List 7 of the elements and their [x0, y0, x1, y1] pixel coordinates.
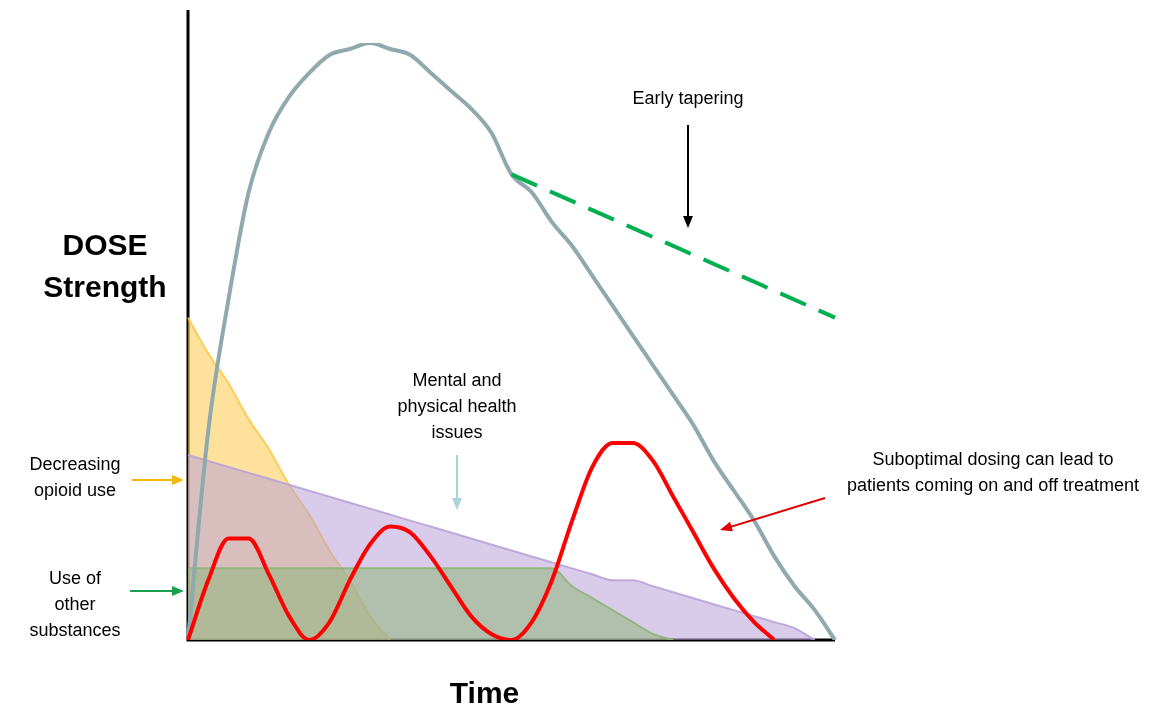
annotation: Early tapering [632, 87, 744, 108]
text: Suboptimal dosing can lead to patients coming on and off treatment [847, 448, 1139, 495]
text: Decreasing opioid use [29, 453, 121, 500]
y-axis-title: DOSE Strength [43, 228, 167, 304]
x-axis-title: Time [449, 676, 520, 710]
annotation: Mental and physical health issues [397, 369, 517, 442]
text: Use of other substances [29, 567, 121, 640]
